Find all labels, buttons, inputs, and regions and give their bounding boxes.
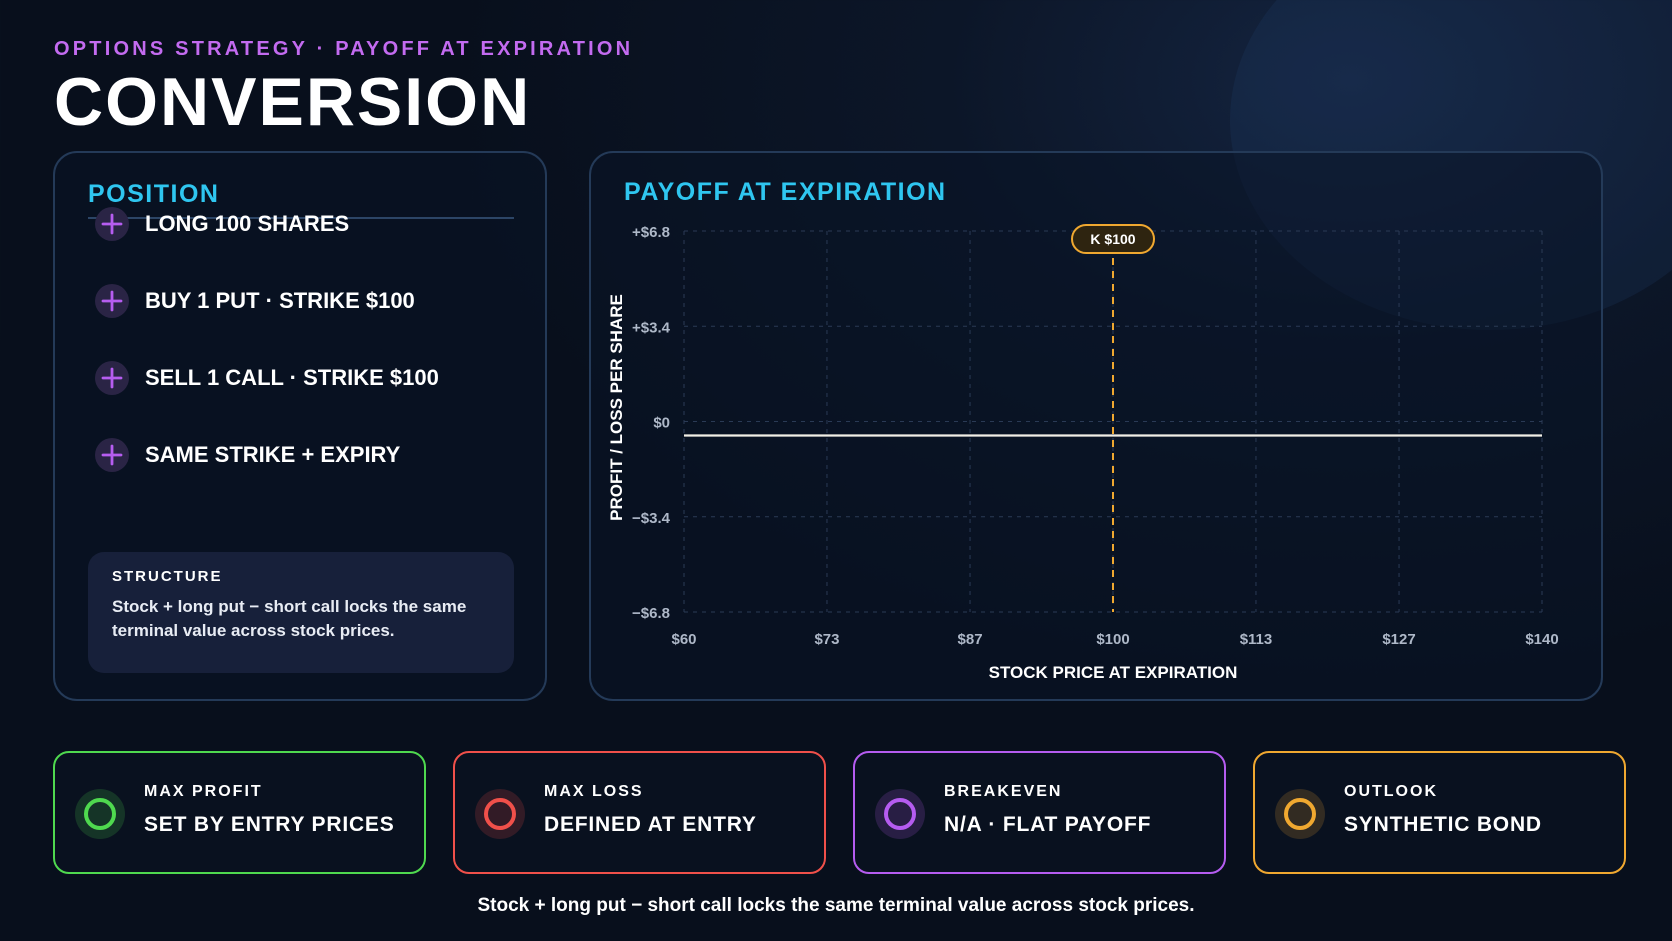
x-tick-label: $87 (958, 631, 983, 648)
y-axis-label: PROFIT / LOSS PER SHARE (607, 294, 626, 521)
y-tick-label: −$6.8 (632, 605, 670, 622)
position-heading-divider (88, 217, 514, 219)
card-value: DEFINED AT ENTRY (544, 813, 757, 836)
leg-label: LONG 100 SHARES (145, 211, 350, 236)
circle-icon (1275, 789, 1325, 839)
card-title: MAX PROFIT (144, 783, 263, 800)
payoff-chart: +$6.8 +$3.4 $0 −$3.4 −$6.8$60 $73 $87 $100 $113 $… (607, 224, 1559, 682)
card-value: SYNTHETIC BOND (1344, 813, 1542, 836)
y-tick-label: +$6.8 (632, 224, 670, 241)
plus-icon (95, 207, 129, 241)
leg-label: BUY 1 PUT · STRIKE $100 (145, 288, 415, 313)
max-loss-card: MAX LOSS DEFINED AT ENTRY (453, 751, 826, 874)
leg-label: SELL 1 CALL · STRIKE $100 (145, 365, 439, 390)
strike-badge (1071, 224, 1155, 254)
max-profit-card: MAX PROFIT SET BY ENTRY PRICES (53, 751, 426, 874)
position-panel: POSITION LONG 100 SHARES BUY 1 PUT · STR… (53, 151, 547, 701)
outlook-card: OUTLOOK SYNTHETIC BOND (1253, 751, 1626, 874)
strike-badge-label: K $100 (1090, 231, 1135, 247)
payoff-chart-panel: PAYOFF AT EXPIRATION +$6.8 +$3.4 $0 −$3.4 −$… (589, 151, 1603, 701)
structure-box: STRUCTURE Stock + long put − short call … (88, 552, 514, 673)
x-axis-label: STOCK PRICE AT EXPIRATION (989, 663, 1238, 682)
page-kicker: OPTIONS STRATEGY · PAYOFF AT EXPIRATION (54, 38, 634, 60)
position-heading: POSITION (88, 180, 220, 208)
leg-item-sell-call: SELL 1 CALL · STRIKE $100 (95, 360, 439, 396)
circle-icon (75, 789, 125, 839)
card-value: SET BY ENTRY PRICES (144, 813, 395, 836)
circle-icon (475, 789, 525, 839)
structure-text: Stock + long put − short call locks the … (112, 597, 467, 640)
plus-icon (95, 284, 129, 318)
card-value: N/A · FLAT PAYOFF (944, 813, 1152, 836)
circle-icon (875, 789, 925, 839)
footer-note: Stock + long put − short call locks the … (477, 895, 1195, 916)
x-tick-label: $127 (1382, 631, 1415, 648)
page-title: CONVERSION (54, 64, 532, 140)
y-tick-label: $0 (653, 415, 670, 432)
x-tick-label: $140 (1525, 631, 1558, 648)
x-tick-label: $113 (1240, 631, 1273, 648)
structure-title: STRUCTURE (112, 568, 223, 585)
y-tick-label: +$3.4 (632, 319, 671, 336)
breakeven-card: BREAKEVEN N/A · FLAT PAYOFF (853, 751, 1226, 874)
y-tick-label: −$3.4 (632, 510, 671, 527)
x-tick-label: $60 (671, 631, 696, 648)
x-tick-label: $100 (1096, 631, 1129, 648)
card-title: MAX LOSS (544, 783, 644, 800)
chart-heading: PAYOFF AT EXPIRATION (624, 178, 947, 206)
leg-item-buy-put: BUY 1 PUT · STRIKE $100 (95, 283, 415, 319)
card-title: OUTLOOK (1344, 783, 1438, 800)
plus-icon (95, 361, 129, 395)
leg-item-long-shares: LONG 100 SHARES (95, 206, 349, 242)
leg-label: SAME STRIKE + EXPIRY (145, 442, 401, 467)
leg-item-same-strike: SAME STRIKE + EXPIRY (95, 437, 400, 473)
card-title: BREAKEVEN (944, 783, 1063, 800)
x-tick-label: $73 (814, 631, 839, 648)
plus-icon (95, 438, 129, 472)
